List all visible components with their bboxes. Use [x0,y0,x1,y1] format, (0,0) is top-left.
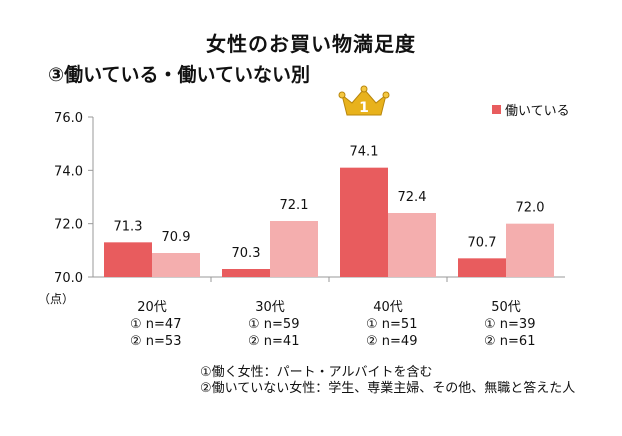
footnote-2: ②働いていない女性：学生、専業主婦、その他、無職と答えた人 [200,381,576,396]
data-label: 72.1 [280,198,309,213]
category-label: 30代 [255,300,285,315]
crown-rank-label: 1 [359,100,369,116]
y-tick-label: 72.0 [54,218,83,233]
data-label: 71.3 [114,219,143,234]
chart-title: 女性のお買い物満足度 [206,32,416,56]
footnotes: ①働く女性：パート・アルバイトを含む ②働いていない女性：学生、専業主婦、その他… [200,365,600,397]
bar [270,221,318,277]
legend-swatch [492,105,501,114]
bar [152,253,200,277]
data-label: 70.9 [162,230,191,245]
sample-size-label: ① n=59 [248,317,299,332]
bar [506,223,554,277]
legend-label: 働いている [505,104,570,119]
sample-size-label: ② n=53 [130,334,181,349]
y-tick-label: 76.0 [54,111,83,126]
bar [340,167,388,277]
y-tick-label: 74.0 [54,164,83,179]
legend: 働いている [492,100,570,119]
bar [388,213,436,277]
data-label: 72.0 [516,201,545,216]
sample-size-label: ① n=51 [366,317,417,332]
data-label: 72.4 [398,190,427,205]
chart-subtitle: ③働いている・働いていない別 [48,64,310,86]
sample-size-label: ② n=49 [366,334,417,349]
category-label: 50代 [491,300,521,315]
footnote-1: ①働く女性：パート・アルバイトを含む [200,365,433,380]
sample-size-label: ② n=41 [248,334,299,349]
sample-size-label: ② n=61 [484,334,535,349]
crown-icon: 1 [338,85,390,116]
sample-size-label: ① n=39 [484,317,535,332]
unit-label: （点） [38,292,74,306]
category-label: 40代 [373,300,403,315]
category-label: 20代 [137,300,167,315]
data-label: 70.3 [232,246,261,261]
data-label: 74.1 [350,145,379,160]
bar [104,242,152,277]
sample-size-label: ① n=47 [130,317,181,332]
bar [458,258,506,277]
data-label: 70.7 [468,235,497,250]
bar [222,269,270,277]
y-tick-label: 70.0 [54,271,83,286]
